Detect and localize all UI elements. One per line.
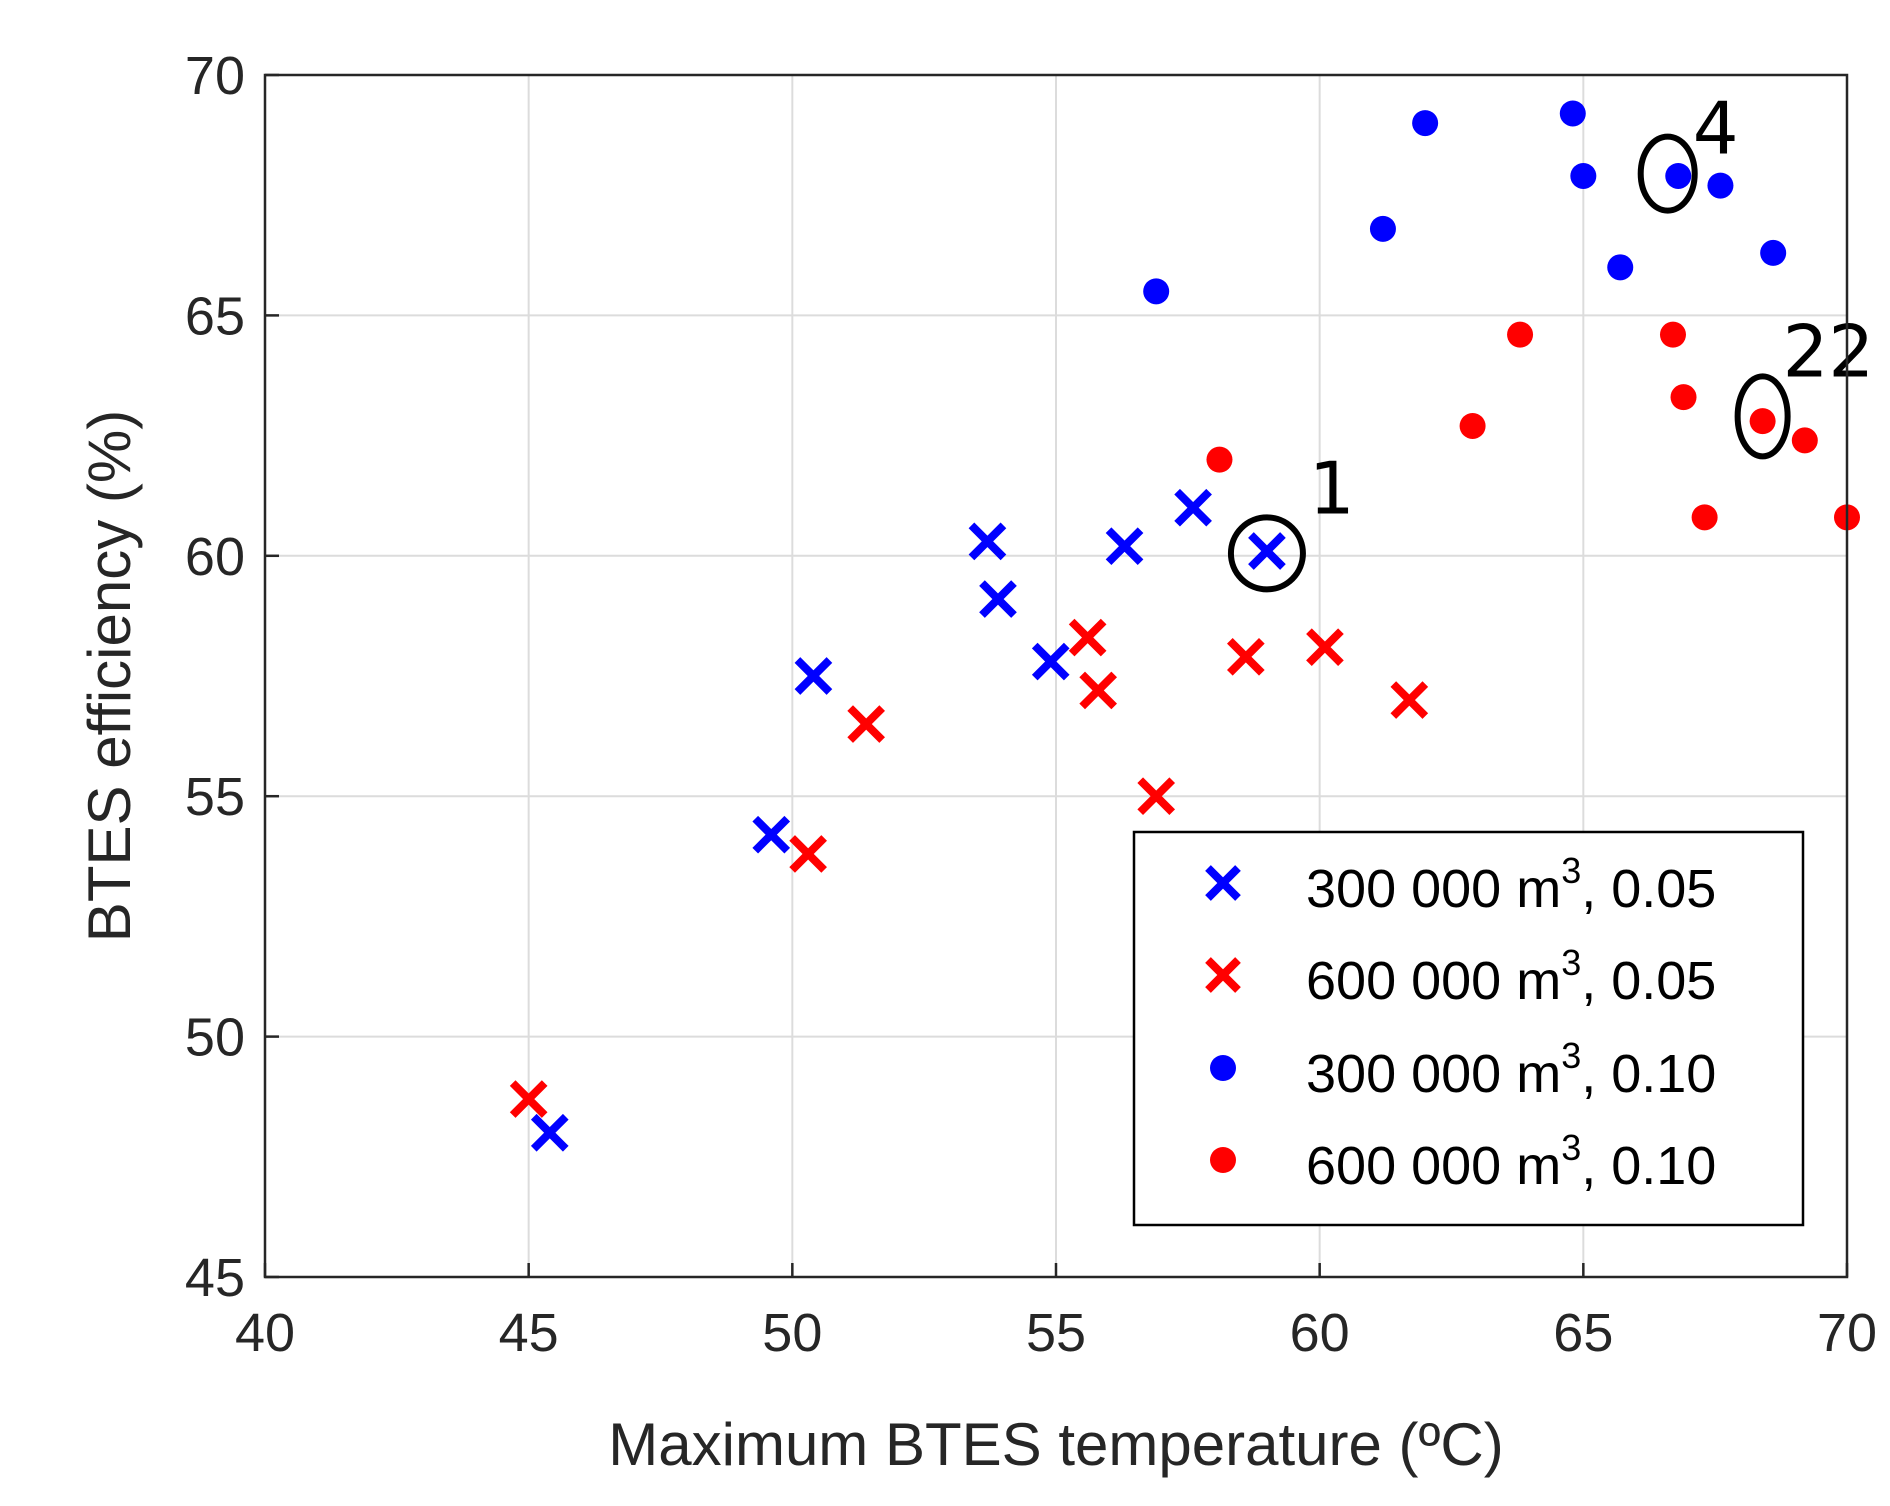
data-point-dot-marker — [1206, 446, 1233, 473]
data-point-x-marker — [1248, 532, 1286, 570]
annotation-label: 4 — [1693, 87, 1739, 171]
annotation-circle — [1227, 514, 1306, 593]
data-point-x-marker — [1068, 618, 1107, 657]
data-point-dot-marker — [1665, 162, 1692, 189]
y-axis-title: BTES efficiency (%) — [76, 410, 143, 942]
legend-entry: 600 000 m3, 0.05 — [1205, 942, 1716, 1011]
data-point-dot-marker — [1707, 172, 1734, 199]
x-axis-title: Maximum BTES temperature (ºC) — [608, 1411, 1503, 1478]
y-tick-label: 45 — [185, 1248, 245, 1308]
legend: 300 000 m3, 0.05 600 000 m3, 0.05 300 000 … — [1132, 830, 1805, 1227]
annotation-label: 22 — [1783, 309, 1875, 393]
data-point-dot-marker — [1412, 110, 1439, 137]
legend-x-marker — [1205, 957, 1241, 993]
data-point-dot-marker — [1791, 427, 1818, 454]
data-point-x-marker — [979, 580, 1017, 618]
data-point-dot-marker — [1670, 384, 1697, 411]
y-tick-label: 50 — [185, 1008, 245, 1068]
annotation-circle — [1637, 133, 1698, 214]
legend-entry: 600 000 m3, 0.10 — [1210, 1127, 1716, 1196]
data-point-dot-marker — [1369, 215, 1396, 242]
data-point-x-marker — [1306, 628, 1344, 666]
data-point-x-marker — [1227, 637, 1265, 676]
data-point-x-marker — [752, 815, 791, 854]
legend-label: 300 000 m3, 0.05 — [1306, 850, 1716, 919]
data-point-x-marker — [1137, 777, 1176, 816]
legend-label: 600 000 m3, 0.05 — [1306, 942, 1716, 1011]
legend-dot-marker — [1210, 1147, 1236, 1173]
data-point-dot-marker — [1143, 278, 1170, 305]
x-tick-label: 55 — [1026, 1303, 1086, 1363]
legend-label: 600 000 m3, 0.10 — [1306, 1127, 1716, 1196]
data-point-dot-marker — [1760, 239, 1787, 266]
data-point-x-marker — [794, 657, 833, 695]
data-point-dot-marker — [1691, 504, 1718, 531]
data-point-dot-marker — [1459, 412, 1486, 439]
data-point-x-marker — [1079, 671, 1118, 710]
legend-box — [1132, 830, 1805, 1227]
data-point-dot-marker — [1749, 408, 1776, 435]
annotation-circle — [1734, 373, 1791, 460]
data-point-dot-marker — [1570, 162, 1597, 189]
data-point-x-marker — [847, 705, 885, 743]
y-tick-label: 70 — [185, 46, 245, 106]
y-tick-label: 55 — [185, 767, 245, 827]
x-tick-label: 40 — [235, 1303, 295, 1363]
data-point-dot-marker — [1607, 254, 1634, 281]
legend-entry: 300 000 m3, 0.05 — [1205, 850, 1716, 919]
legend-x-marker — [1205, 865, 1241, 901]
data-point-x-marker — [1031, 642, 1070, 681]
x-tick-label: 60 — [1290, 1303, 1350, 1363]
axes-frame — [263, 73, 1849, 1279]
data-points — [509, 100, 1860, 1152]
x-tick-label: 65 — [1553, 1303, 1613, 1363]
legend-entry: 300 000 m3, 0.10 — [1210, 1035, 1716, 1104]
annotations: 1 4 22 — [1227, 87, 1875, 593]
data-point-dot-marker — [1507, 321, 1534, 348]
data-point-dot-marker — [1559, 100, 1586, 127]
data-point-x-marker — [1105, 527, 1144, 566]
x-tick-label: 45 — [499, 1303, 559, 1363]
legend-dot-marker — [1210, 1055, 1236, 1081]
legend-label: 300 000 m3, 0.10 — [1306, 1035, 1716, 1104]
annotation-label: 1 — [1309, 446, 1355, 530]
data-point-x-marker — [530, 1113, 569, 1152]
data-point-x-marker — [1174, 488, 1212, 527]
data-point-dot-marker — [1659, 321, 1686, 348]
x-tick-label: 50 — [762, 1303, 822, 1363]
data-point-x-marker — [1390, 681, 1429, 719]
data-point-x-marker — [789, 835, 827, 873]
data-point-x-marker — [509, 1080, 548, 1118]
y-tick-label: 65 — [185, 286, 245, 346]
y-tick-label: 60 — [185, 527, 245, 587]
data-point-x-marker — [968, 522, 1007, 561]
x-tick-label: 70 — [1817, 1303, 1877, 1363]
